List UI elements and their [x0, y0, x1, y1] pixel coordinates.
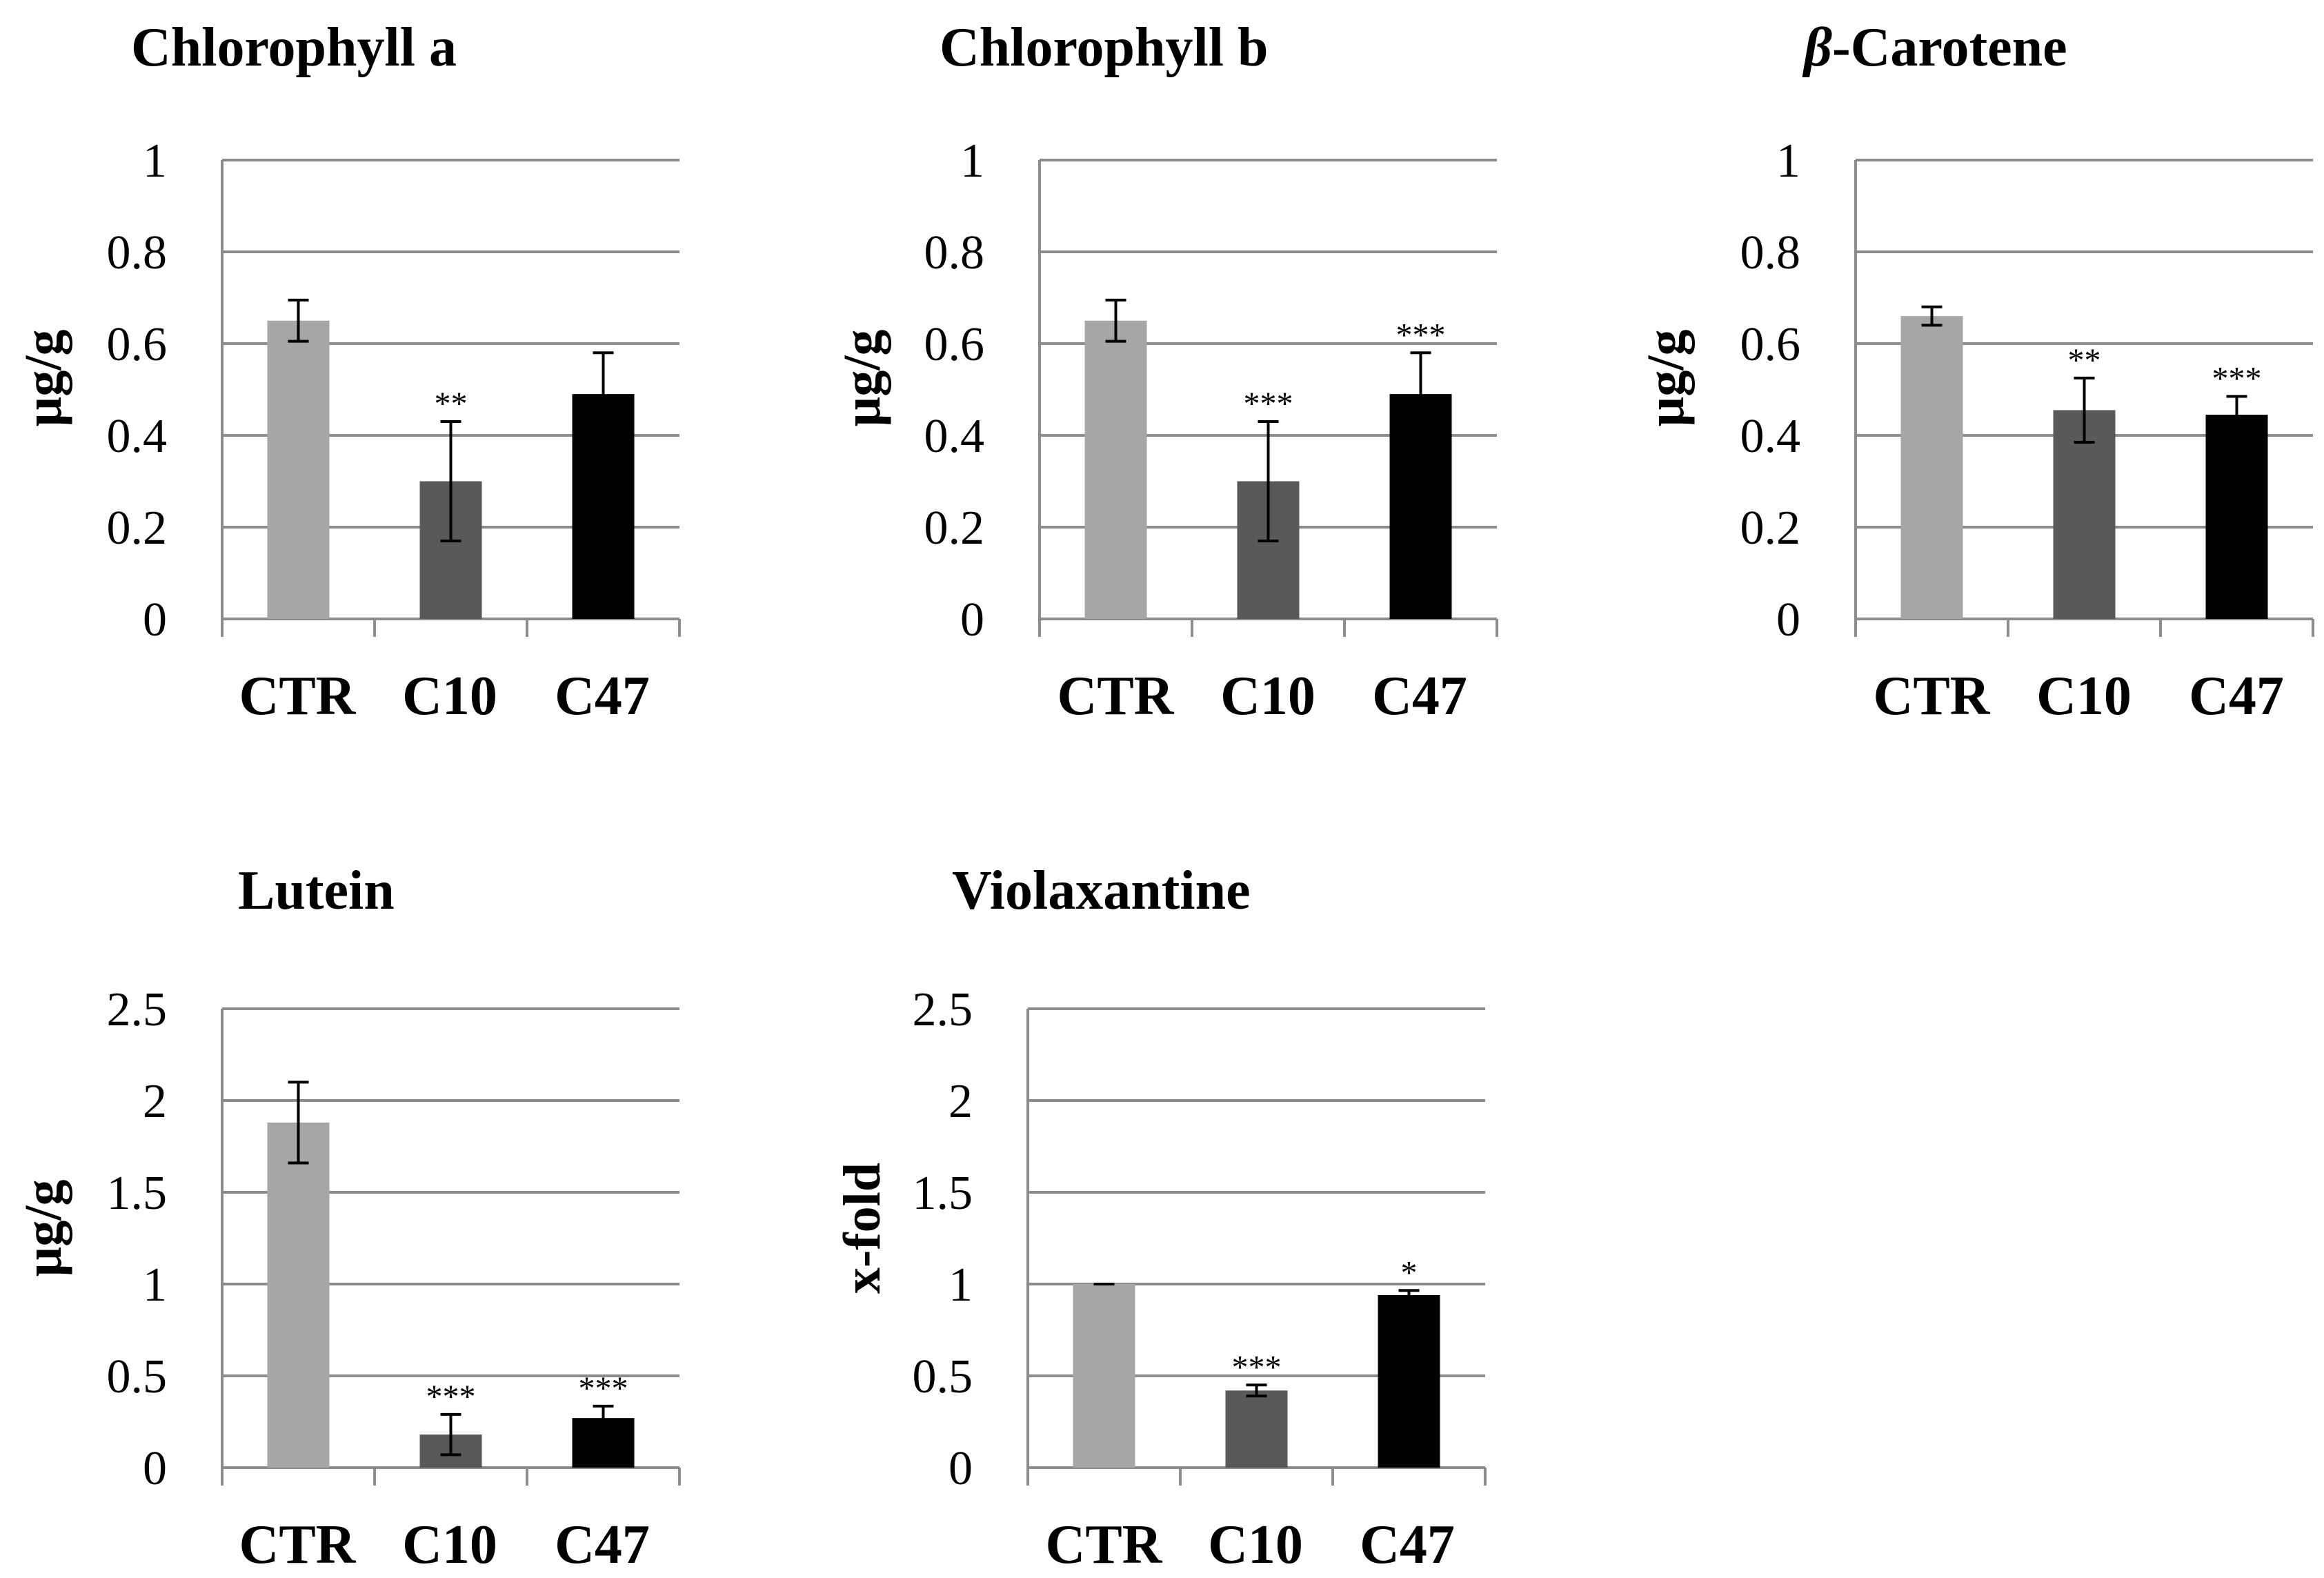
- x-tick-label: C10: [2036, 666, 2132, 727]
- y-tick-label: 0: [949, 1442, 973, 1495]
- panel-violaxantine: Violaxantine x-fold 00.511.522.5**** CTR…: [833, 860, 1487, 1575]
- y-tick-label: 0.8: [107, 226, 168, 279]
- significance-marker: ***: [426, 1379, 476, 1415]
- x-tick-label: C10: [402, 666, 497, 727]
- bar-ctr: [267, 320, 330, 619]
- panel-lutein: Lutein µg/g 0 0.5 1 1.5 2 2.5 *** *** CTR C10 C…: [14, 860, 681, 1575]
- y-tick-label: 0.2: [924, 502, 985, 555]
- x-tick-label: C47: [555, 666, 650, 727]
- y-tick-label: 1: [960, 135, 984, 188]
- chart-title: Violaxantine: [952, 860, 1251, 921]
- y-tick-label: 0.2: [107, 502, 168, 555]
- y-tick-label: 0.5: [913, 1350, 973, 1403]
- y-tick-label: 0.8: [924, 226, 985, 279]
- x-tick-label: CTR: [1874, 666, 1991, 727]
- y-tick-label: 0.6: [107, 318, 168, 371]
- y-tick-label: 2.5: [107, 983, 168, 1036]
- x-tick-label: C47: [2189, 666, 2284, 727]
- x-tick-label: C10: [1220, 666, 1315, 727]
- y-axis-label: µg/g: [14, 330, 72, 427]
- significance-marker: **: [2068, 342, 2101, 379]
- plot-area: 0 0.2 0.4 0.6 0.8 1 *** ***: [924, 135, 1498, 647]
- beta-symbol: β: [1802, 17, 1832, 78]
- bar-c10: [1225, 1390, 1288, 1468]
- y-tick-label: 2: [143, 1075, 167, 1128]
- bar-ctr: [1084, 320, 1147, 619]
- x-tick-label: C47: [1372, 666, 1467, 727]
- y-tick-label: 0.2: [1740, 502, 1801, 555]
- y-tick-label: 1: [143, 135, 167, 188]
- x-tick-label: CTR: [1046, 1515, 1163, 1575]
- significance-marker: ***: [1244, 386, 1293, 422]
- y-tick-label: 1.5: [913, 1167, 973, 1220]
- bar-ctr: [267, 1122, 330, 1468]
- y-tick-label: 1: [1776, 135, 1800, 188]
- y-tick-label: 2.5: [913, 983, 973, 1036]
- y-tick-label: 0: [960, 593, 984, 647]
- y-axis-label: µg/g: [833, 330, 891, 427]
- x-tick-label: C47: [1360, 1515, 1455, 1575]
- chart-title: Lutein: [238, 860, 395, 921]
- y-tick-label: 0.6: [924, 318, 985, 371]
- plot-area: 00.511.522.5****: [913, 983, 1487, 1495]
- y-tick-label: 0.6: [1740, 318, 1801, 371]
- x-tick-label: C10: [402, 1515, 497, 1575]
- significance-marker: *: [1401, 1254, 1418, 1291]
- plot-area: 0 0.5 1 1.5 2 2.5 *** ***: [107, 983, 681, 1495]
- y-tick-label: 0.4: [924, 410, 985, 463]
- bar-c47: [1378, 1294, 1440, 1468]
- y-axis-label: x-fold: [833, 1163, 891, 1294]
- y-tick-label: 0.8: [1740, 226, 1801, 279]
- bar-c10: [2053, 410, 2116, 619]
- title-text: -Carotene: [1832, 17, 2067, 78]
- x-tick-label: CTR: [239, 1515, 357, 1575]
- y-tick-label: 2: [949, 1075, 973, 1128]
- panel-chlorophyll-a: Chlorophyll a µg/g 00.20.40.60.81** CTR …: [14, 17, 681, 727]
- y-tick-label: 0: [143, 593, 167, 647]
- x-tick-label: CTR: [1057, 666, 1175, 727]
- y-tick-label: 1.5: [107, 1167, 168, 1220]
- x-tick-label: C10: [1208, 1515, 1303, 1575]
- chart-title: Chlorophyll a: [131, 17, 457, 78]
- y-axis-label: µg/g: [14, 1180, 72, 1277]
- y-tick-label: 0.4: [1740, 410, 1801, 463]
- significance-marker: ***: [1232, 1349, 1282, 1385]
- x-tick-label: C47: [555, 1515, 650, 1575]
- chart-title: Chlorophyll b: [940, 17, 1268, 78]
- bar-c47: [2205, 415, 2268, 619]
- panel-beta-carotene: β-Carotene µg/g 00.20.40.60.81***** CTR …: [1637, 17, 2314, 727]
- plot-area: 00.20.40.60.81*****: [1740, 135, 2314, 647]
- y-tick-label: 0.5: [107, 1350, 168, 1403]
- bar-ctr: [1900, 316, 1963, 619]
- chart-title: β-Carotene: [1802, 17, 2067, 78]
- x-tick-label: CTR: [239, 666, 357, 727]
- plot-area: 0 0.2 0.4 0.6 0.8 1 **: [107, 135, 681, 647]
- bar-ctr: [1073, 1284, 1135, 1468]
- y-tick-label: 0: [143, 1442, 167, 1495]
- y-tick-label: 1: [949, 1259, 973, 1312]
- significance-marker: ***: [579, 1370, 628, 1407]
- significance-marker: ***: [1396, 317, 1446, 353]
- y-tick-label: 0.4: [107, 410, 168, 463]
- y-tick-label: 1: [143, 1259, 167, 1312]
- significance-marker: ***: [2212, 360, 2262, 397]
- y-tick-label: 0: [1776, 593, 1800, 647]
- panel-chlorophyll-b: Chlorophyll b µg/g 00.20.40.60.81****** …: [833, 17, 1498, 727]
- y-axis-label: µg/g: [1637, 330, 1695, 427]
- significance-marker: **: [435, 386, 468, 422]
